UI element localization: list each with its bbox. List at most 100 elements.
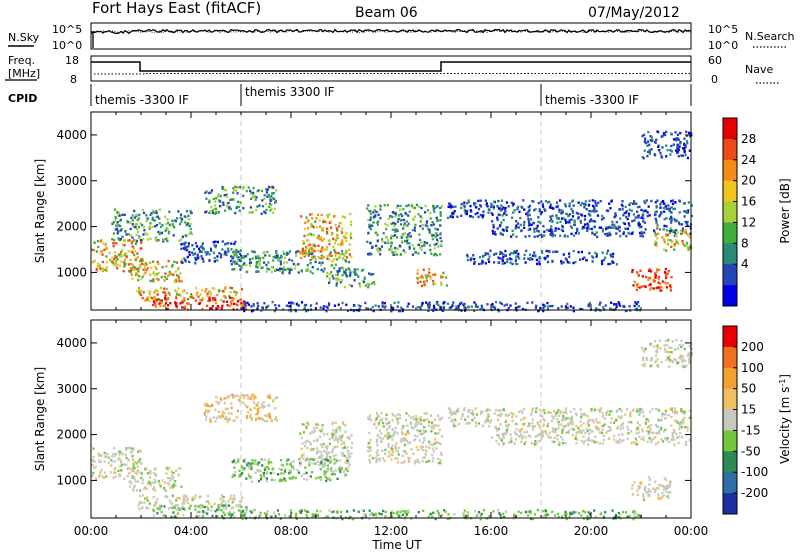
scatter-cell <box>442 275 445 279</box>
scatter-cell <box>627 231 630 235</box>
scatter-cell <box>686 426 689 429</box>
scatter-cell <box>675 412 678 415</box>
scatter-cell <box>577 426 580 430</box>
scatter-cell <box>413 439 416 442</box>
scatter-cell <box>238 209 241 212</box>
scatter-cell <box>419 429 422 433</box>
scatter-cell <box>235 250 238 253</box>
scatter-cell <box>660 156 663 159</box>
scatter-cell <box>145 467 148 470</box>
scatter-cell <box>642 349 645 352</box>
scatter-cell <box>318 463 321 467</box>
scatter-cell <box>647 419 650 423</box>
scatter-cell <box>552 430 555 434</box>
scatter-cell <box>337 256 341 260</box>
scatter-cell <box>533 513 537 516</box>
scatter-cell <box>565 417 568 420</box>
scatter-cell <box>424 211 427 214</box>
scatter-cell <box>143 299 146 302</box>
scatter-cell <box>575 442 578 445</box>
scatter-cell <box>171 506 174 509</box>
scatter-cell <box>92 447 95 450</box>
scatter-cell <box>647 269 651 272</box>
scatter-cell <box>210 505 213 508</box>
scatter-cell <box>502 443 505 446</box>
scatter-cell <box>504 510 508 513</box>
scatter-cell <box>334 223 337 227</box>
scatter-cell <box>549 436 552 439</box>
scatter-cell <box>403 222 406 225</box>
scatter-cell <box>378 512 381 515</box>
scatter-cell <box>204 211 207 214</box>
scatter-cell <box>654 213 657 216</box>
scatter-cell <box>631 232 634 235</box>
scatter-cell <box>490 212 493 215</box>
scatter-cell <box>493 261 496 264</box>
scatter-cell <box>423 283 426 286</box>
scatter-cell <box>520 440 523 443</box>
scatter-cell <box>331 435 334 438</box>
scatter-cell <box>257 189 260 192</box>
scatter-cell <box>422 244 426 247</box>
scatter-cell <box>660 211 663 214</box>
scatter-cell <box>498 512 501 515</box>
scatter-cell <box>230 507 233 510</box>
scatter-cell <box>589 418 592 422</box>
scatter-cell <box>394 444 397 448</box>
scatter-cell <box>214 301 217 305</box>
scatter-cell <box>328 253 331 256</box>
scatter-cell <box>385 422 388 425</box>
scatter-cell <box>114 471 117 474</box>
scatter-cell <box>596 421 599 424</box>
scatter-cell <box>488 409 491 412</box>
scatter-cell <box>333 304 336 307</box>
scatter-cell <box>561 224 564 228</box>
scatter-cell <box>565 513 568 516</box>
scatter-cell <box>612 226 615 229</box>
scatter-cell <box>665 130 668 134</box>
scatter-cell <box>485 418 488 421</box>
freq-panel-frame <box>90 55 692 82</box>
scatter-cell <box>648 214 651 217</box>
scatter-cell <box>257 416 261 420</box>
scatter-cell <box>631 487 634 490</box>
scatter-cell <box>612 252 615 256</box>
scatter-cell <box>687 209 690 212</box>
scatter-cell <box>467 421 470 425</box>
scatter-cell <box>219 497 222 501</box>
scatter-cell <box>376 443 379 447</box>
scatter-cell <box>634 443 637 446</box>
scatter-cell <box>155 223 158 227</box>
scatter-cell <box>375 514 378 518</box>
scatter-cell <box>336 438 339 441</box>
scatter-cell <box>655 210 658 213</box>
scatter-cell <box>429 217 432 220</box>
scatter-cell <box>637 431 640 434</box>
scatter-cell <box>650 270 653 273</box>
scatter-cell <box>449 411 452 414</box>
scatter-cell <box>166 468 169 471</box>
scatter-cell <box>131 251 134 254</box>
scatter-cell <box>134 223 137 226</box>
scatter-cell <box>514 262 518 265</box>
scatter-cell <box>537 201 540 205</box>
scatter-cell <box>153 298 156 301</box>
scatter-cell <box>656 358 659 361</box>
scatter-cell <box>501 208 504 211</box>
scatter-cell <box>244 403 247 407</box>
scatter-cell <box>233 290 236 293</box>
scatter-cell <box>174 515 177 518</box>
scatter-cell <box>113 239 116 242</box>
scatter-cell <box>208 297 211 300</box>
scatter-cell <box>387 455 390 458</box>
scatter-cell <box>582 225 585 229</box>
scatter-cell <box>332 245 335 249</box>
scatter-cell <box>180 220 183 223</box>
scatter-cell <box>424 224 427 227</box>
scatter-cell <box>455 305 458 308</box>
scatter-cell <box>464 309 467 312</box>
scatter-cell <box>152 481 156 484</box>
scatter-cell <box>580 440 583 443</box>
scatter-cell <box>520 437 524 440</box>
scatter-cell <box>394 215 397 218</box>
